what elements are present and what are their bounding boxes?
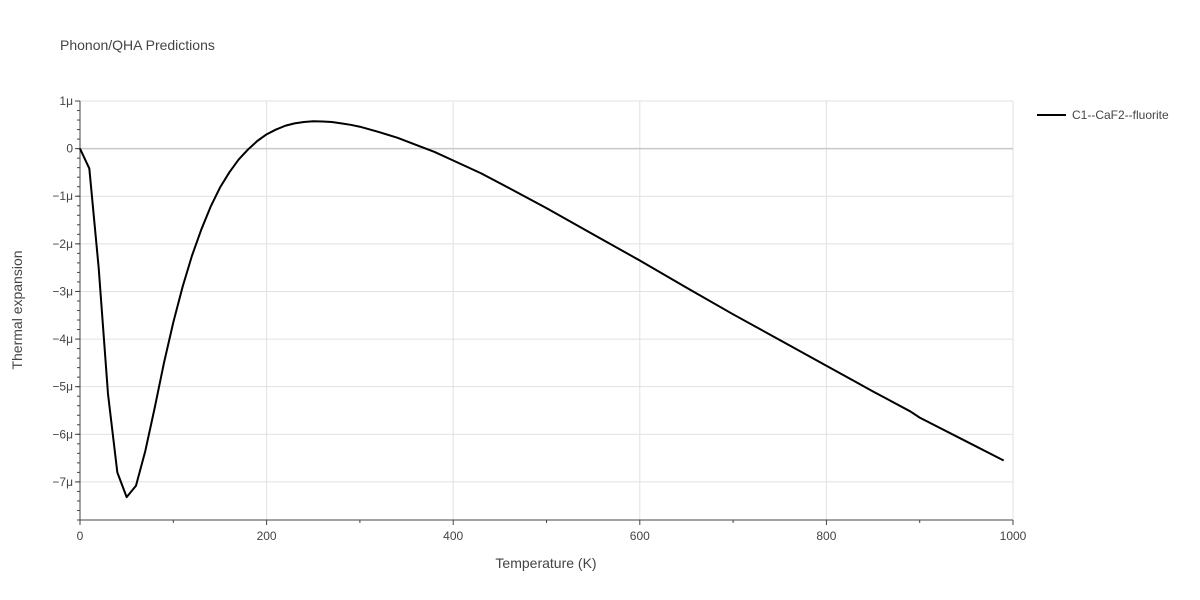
y-tick-label: 1μ	[59, 94, 73, 108]
plot-area	[79, 120, 1005, 499]
y-tick-label: 0	[66, 142, 73, 156]
x-tick-label: 600	[630, 529, 650, 543]
y-tick-label: −7μ	[52, 475, 73, 489]
legend[interactable]: C1--CaF2--fluorite	[1037, 108, 1169, 122]
x-axis-ticks: 0 200 400 600 800 1000	[77, 520, 1027, 543]
x-axis-title: Temperature (K)	[495, 555, 596, 571]
x-tick-label: 400	[443, 529, 463, 543]
chart-title: Phonon/QHA Predictions	[60, 37, 215, 53]
y-axis-ticks: 1μ 0 −1μ −2μ −3μ −4μ −5μ −6μ −7μ	[52, 94, 80, 521]
y-tick-label: −3μ	[52, 284, 73, 298]
legend-label: C1--CaF2--fluorite	[1072, 108, 1169, 122]
x-tick-label: 200	[257, 529, 277, 543]
y-tick-label: −5μ	[52, 380, 73, 394]
x-tick-label: 0	[77, 529, 84, 543]
axes	[79, 101, 1013, 521]
gridlines	[80, 100, 1014, 520]
y-tick-label: −1μ	[52, 189, 73, 203]
x-tick-label: 1000	[1000, 529, 1027, 543]
y-axis-title: Thermal expansion	[9, 250, 25, 369]
y-tick-label: −2μ	[52, 237, 73, 251]
y-tick-label: −6μ	[52, 427, 73, 441]
y-tick-label: −4μ	[52, 332, 73, 346]
x-tick-label: 800	[816, 529, 836, 543]
series-line[interactable]	[79, 120, 1005, 499]
